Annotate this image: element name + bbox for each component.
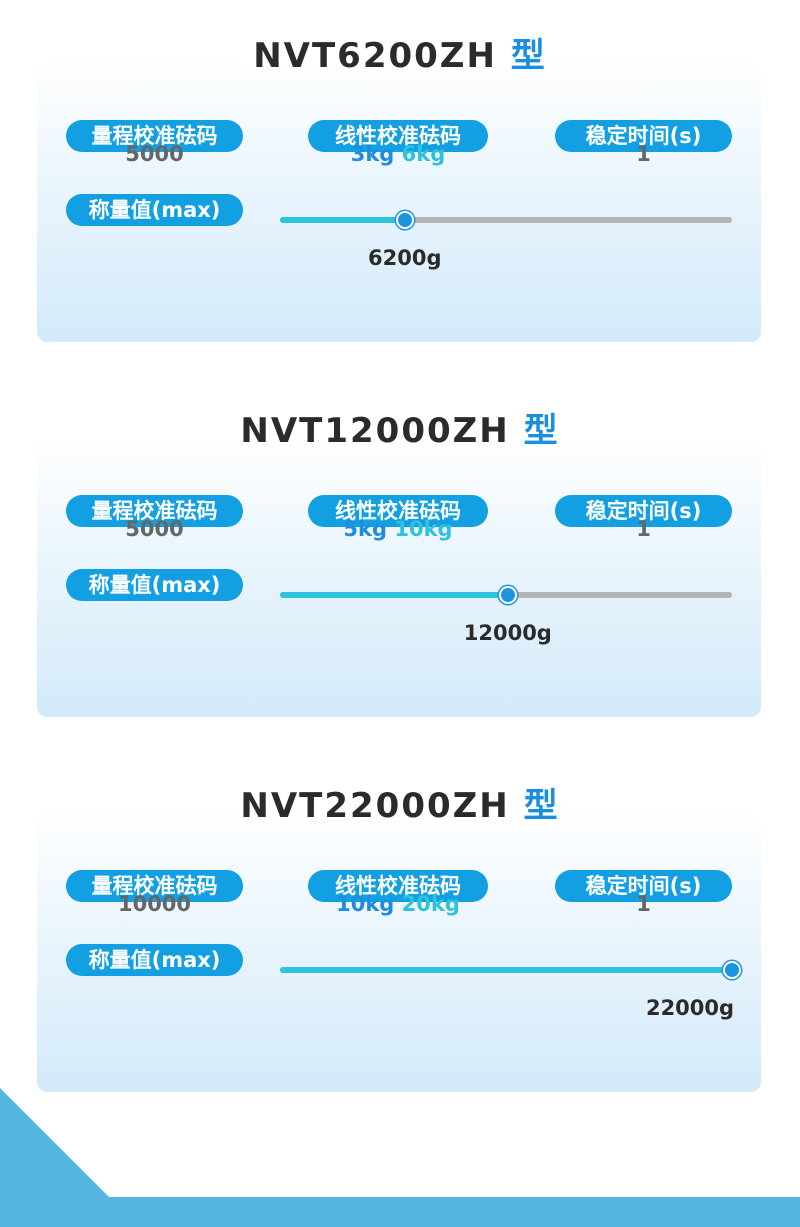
capacity-slider-knob (723, 961, 741, 979)
capacity-slider (280, 211, 732, 229)
range-weight-label: 量程校准砝码 (66, 495, 243, 527)
model-suffix: 型 (523, 786, 560, 826)
stable-time-value: 1 (636, 517, 651, 541)
stable-time-label: 稳定时间(s) (555, 495, 732, 527)
range-weight-value: 5000 (125, 142, 184, 166)
max-capacity-value: 12000g (463, 621, 552, 645)
linear-weight-values: 5kg 10kg (298, 517, 498, 541)
decorative-corner-triangle (0, 1088, 110, 1198)
capacity-slider (280, 961, 741, 979)
max-capacity-label: 称量值(max) (66, 194, 243, 226)
linear-weight-2: 20kg (401, 892, 460, 916)
stable-time-label: 稳定时间(s) (555, 870, 732, 902)
model-name: NVT12000ZH (240, 411, 510, 451)
model-name: NVT6200ZH (253, 36, 497, 76)
capacity-slider (280, 586, 732, 604)
model-section: NVT6200ZH 型 量程校准砝码 线性校准砝码 稳定时间(s) 5000 3… (0, 20, 800, 395)
model-name: NVT22000ZH (240, 786, 510, 826)
model-section: NVT22000ZH 型 量程校准砝码 线性校准砝码 稳定时间(s) 10000… (0, 770, 800, 1145)
linear-weight-1: 5kg (343, 517, 388, 541)
capacity-slider-fill (280, 592, 508, 598)
capacity-slider-knob (395, 211, 414, 229)
linear-weight-2: 10kg (394, 517, 453, 541)
linear-weight-2: 6kg (401, 142, 446, 166)
max-capacity-label: 称量值(max) (66, 569, 243, 601)
capacity-slider-fill (280, 967, 732, 973)
capacity-slider-fill (280, 217, 405, 223)
stable-time-value: 1 (636, 892, 651, 916)
stable-time-value: 1 (636, 142, 651, 166)
model-section: NVT12000ZH 型 量程校准砝码 线性校准砝码 稳定时间(s) 5000 … (0, 395, 800, 770)
linear-weight-label: 线性校准砝码 (308, 495, 488, 527)
model-title: NVT12000ZH 型 (0, 403, 800, 452)
max-capacity-value: 6200g (368, 246, 442, 270)
linear-weight-label: 线性校准砝码 (308, 870, 488, 902)
max-capacity-value: 22000g (645, 996, 735, 1020)
linear-weight-values: 3kg 6kg (298, 142, 498, 166)
range-weight-value: 10000 (117, 892, 192, 916)
decorative-bottom-bar (0, 1197, 800, 1227)
model-title: NVT22000ZH 型 (0, 778, 800, 827)
linear-weight-1: 3kg (350, 142, 395, 166)
range-weight-label: 量程校准砝码 (66, 870, 243, 902)
capacity-slider-knob (498, 586, 517, 604)
stable-time-label: 稳定时间(s) (555, 120, 732, 152)
model-suffix: 型 (523, 411, 560, 451)
linear-weight-label: 线性校准砝码 (308, 120, 488, 152)
range-weight-label: 量程校准砝码 (66, 120, 243, 152)
linear-weight-1: 10kg (336, 892, 395, 916)
range-weight-value: 5000 (125, 517, 184, 541)
model-title: NVT6200ZH 型 (0, 28, 800, 77)
max-capacity-label: 称量值(max) (66, 944, 243, 976)
model-suffix: 型 (510, 36, 547, 76)
linear-weight-values: 10kg 20kg (298, 892, 498, 916)
